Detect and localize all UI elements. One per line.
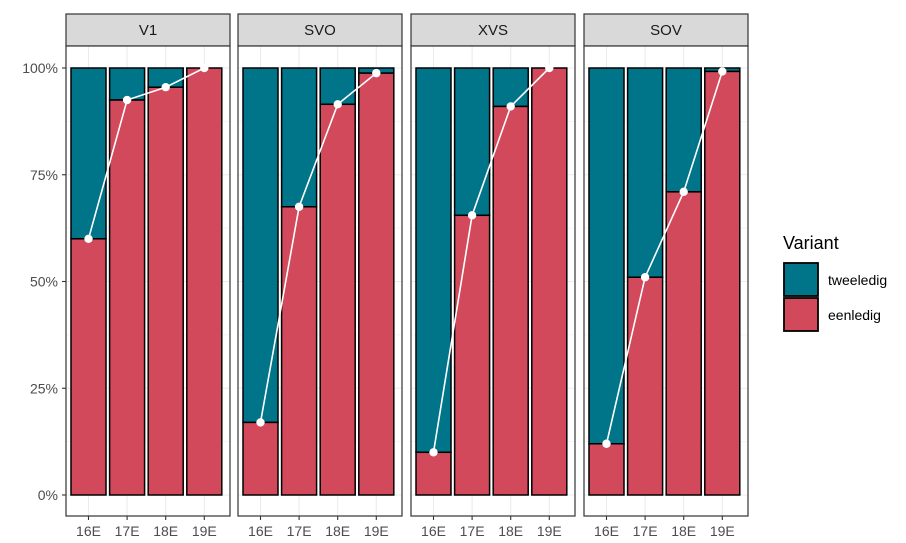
x-tick-label: 18E bbox=[671, 523, 696, 539]
x-tick-label: 17E bbox=[287, 523, 312, 539]
y-tick-label: 75% bbox=[30, 167, 58, 183]
facet-panel-xvs: XVS 16E 17E 18E 19E bbox=[410, 13, 576, 539]
x-tick-label: 18E bbox=[498, 523, 523, 539]
x-tick-label: 17E bbox=[115, 523, 140, 539]
legend-label-tweeledig: tweeledig bbox=[828, 272, 887, 288]
facet-strip bbox=[65, 13, 231, 47]
panel-border bbox=[583, 45, 749, 517]
trend-point-19e bbox=[200, 63, 209, 73]
trend-point-16e bbox=[84, 234, 93, 243]
bar-tweeledig-16e bbox=[415, 67, 452, 454]
x-tick-label: 16E bbox=[594, 523, 619, 539]
trend-line bbox=[259, 72, 377, 423]
x-tick-label: 19E bbox=[192, 523, 217, 539]
y-tick-label: 100% bbox=[22, 60, 58, 76]
x-tick-label: 19E bbox=[537, 523, 562, 539]
bar-eenledig-19e bbox=[531, 67, 568, 496]
trend-point-18e bbox=[506, 102, 515, 111]
y-axis: 0% 25% 50% 75% 100% bbox=[22, 60, 66, 503]
trend-point-16e bbox=[429, 448, 438, 457]
facet-strip bbox=[410, 13, 576, 47]
trend-point-19e bbox=[372, 68, 381, 78]
facet-label: V1 bbox=[139, 22, 157, 39]
trend-line bbox=[432, 67, 550, 453]
facet-panel-svo: SVO 16E 17E 18E 19E bbox=[237, 13, 403, 539]
y-tick-label: 25% bbox=[30, 380, 58, 396]
panel-border bbox=[410, 45, 576, 517]
bar-tweeledig-18e bbox=[492, 67, 529, 108]
legend-item-eenledig: eenledig bbox=[783, 297, 881, 332]
trend-point-17e bbox=[294, 202, 304, 211]
legend-key-tweeledig bbox=[783, 262, 819, 297]
trend-point-18e bbox=[679, 187, 688, 197]
bar-tweeledig-16e bbox=[588, 67, 625, 445]
bar-eenledig-17e bbox=[108, 99, 146, 496]
facet-strip bbox=[583, 13, 749, 47]
x-tick-label: 18E bbox=[153, 523, 178, 539]
facet-panels: V1 16E 17E 18E 19E SVO 16E 17E 18E 19E XVS 16E 17E 18… bbox=[65, 13, 749, 539]
bar-eenledig-18e bbox=[492, 105, 529, 496]
bar-eenledig-19e bbox=[358, 72, 395, 496]
trend-point-16e bbox=[602, 439, 611, 448]
panel-border bbox=[237, 45, 403, 517]
legend-title: Variant bbox=[783, 233, 839, 253]
bar-tweeledig-17e bbox=[280, 67, 318, 208]
trend-point-17e bbox=[467, 211, 477, 220]
bar-eenledig-17e bbox=[280, 206, 318, 496]
bar-eenledig-16e bbox=[588, 443, 625, 496]
legend-label-eenledig: eenledig bbox=[828, 307, 881, 323]
trend-point-17e bbox=[640, 273, 650, 282]
x-tick-label: 19E bbox=[710, 523, 735, 539]
trend-line bbox=[605, 71, 724, 444]
bar-tweeledig-16e bbox=[242, 67, 279, 424]
x-tick-label: 16E bbox=[248, 523, 273, 539]
bar-tweeledig-17e bbox=[626, 67, 664, 278]
bar-tweeledig-18e bbox=[665, 67, 702, 193]
bar-eenledig-19e bbox=[186, 67, 223, 496]
bar-eenledig-17e bbox=[453, 214, 491, 496]
x-tick-label: 19E bbox=[364, 523, 389, 539]
x-tick-label: 18E bbox=[325, 523, 350, 539]
bar-eenledig-16e bbox=[415, 451, 452, 496]
bar-eenledig-16e bbox=[70, 238, 107, 496]
x-tick-label: 17E bbox=[633, 523, 658, 539]
trend-point-17e bbox=[122, 95, 132, 105]
facet-label: SOV bbox=[650, 22, 682, 39]
facet-label: XVS bbox=[478, 22, 508, 39]
facet-panel-sov: SOV 16E 17E 18E 19E bbox=[583, 13, 749, 539]
x-tick-label: 16E bbox=[76, 523, 101, 539]
trend-point-19e bbox=[545, 63, 554, 73]
trend-point-18e bbox=[161, 83, 170, 92]
trend-point-16e bbox=[256, 418, 265, 427]
bar-eenledig-18e bbox=[147, 86, 184, 496]
facet-panel-v1: V1 16E 17E 18E 19E bbox=[65, 13, 231, 539]
facet-strip bbox=[237, 13, 403, 47]
trend-point-18e bbox=[333, 100, 342, 109]
legend-item-tweeledig: tweeledig bbox=[783, 262, 887, 297]
bar-eenledig-17e bbox=[626, 276, 664, 496]
y-tick-label: 0% bbox=[38, 487, 58, 503]
x-tick-label: 17E bbox=[460, 523, 485, 539]
bar-eenledig-16e bbox=[242, 421, 279, 496]
bar-eenledig-18e bbox=[319, 103, 356, 496]
bar-tweeledig-17e bbox=[453, 67, 491, 217]
y-tick-label: 50% bbox=[30, 274, 58, 290]
bar-eenledig-19e bbox=[704, 70, 741, 496]
legend-key-eenledig bbox=[783, 297, 819, 332]
facet-label: SVO bbox=[304, 22, 336, 39]
bar-eenledig-18e bbox=[665, 191, 702, 496]
trend-point-19e bbox=[718, 67, 727, 76]
bar-tweeledig-16e bbox=[70, 67, 107, 240]
legend: Variant tweeledig eenledig bbox=[783, 233, 887, 332]
x-tick-label: 16E bbox=[421, 523, 446, 539]
trend-line bbox=[87, 67, 205, 240]
bar-tweeledig-18e bbox=[319, 67, 356, 106]
